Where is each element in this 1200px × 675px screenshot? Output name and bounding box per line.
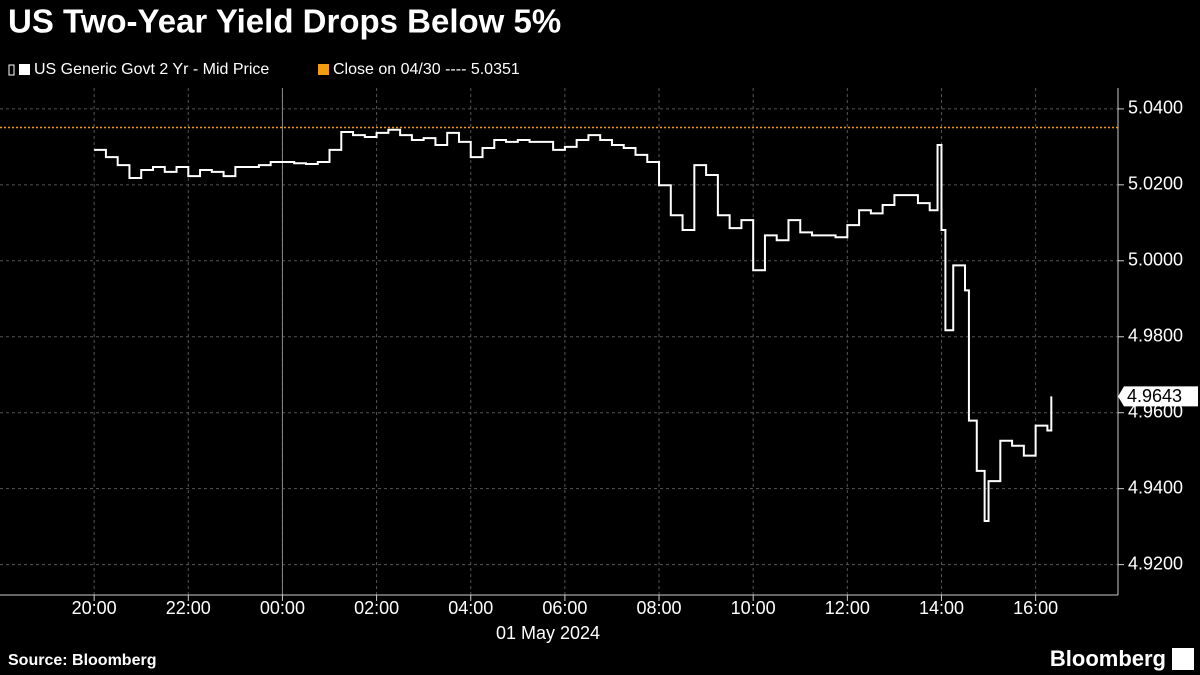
legend-icon [8,64,15,76]
brand-icon [1172,648,1194,670]
brand-logo: Bloomberg [1050,646,1166,671]
x-tick-label: 16:00 [1013,598,1058,618]
x-tick-label: 08:00 [637,598,682,618]
x-tick-label: 10:00 [731,598,776,618]
last-value-label: 4.9643 [1127,386,1182,406]
y-tick-label: 4.9600 [1128,401,1183,421]
y-tick-label: 5.0000 [1128,250,1183,270]
y-tick-label: 4.9800 [1128,326,1183,346]
date-label: 01 May 2024 [496,623,600,643]
x-tick-label: 00:00 [260,598,305,618]
y-tick-label: 4.9200 [1128,553,1183,573]
source: Source: Bloomberg [8,652,156,669]
x-tick-label: 02:00 [354,598,399,618]
y-tick-label: 5.0400 [1128,98,1183,118]
legend-label: US Generic Govt 2 Yr - Mid Price [34,61,269,78]
line [94,128,1053,522]
legend-swatch [19,64,30,75]
last-value-tag [1118,386,1198,407]
x-tick-label: 04:00 [448,598,493,618]
chart-title: US Two-Year Yield Drops Below 5% [8,3,561,40]
x-tick-label: 20:00 [72,598,117,618]
x-tick-label: 06:00 [542,598,587,618]
legend-swatch [318,64,329,75]
legend-label: Close on 04/30 ---- 5.0351 [333,61,520,78]
y-tick-label: 5.0200 [1128,174,1183,194]
x-tick-label: 12:00 [825,598,870,618]
y-tick-label: 4.9400 [1128,477,1183,497]
x-tick-label: 22:00 [166,598,211,618]
x-tick-label: 14:00 [919,598,964,618]
